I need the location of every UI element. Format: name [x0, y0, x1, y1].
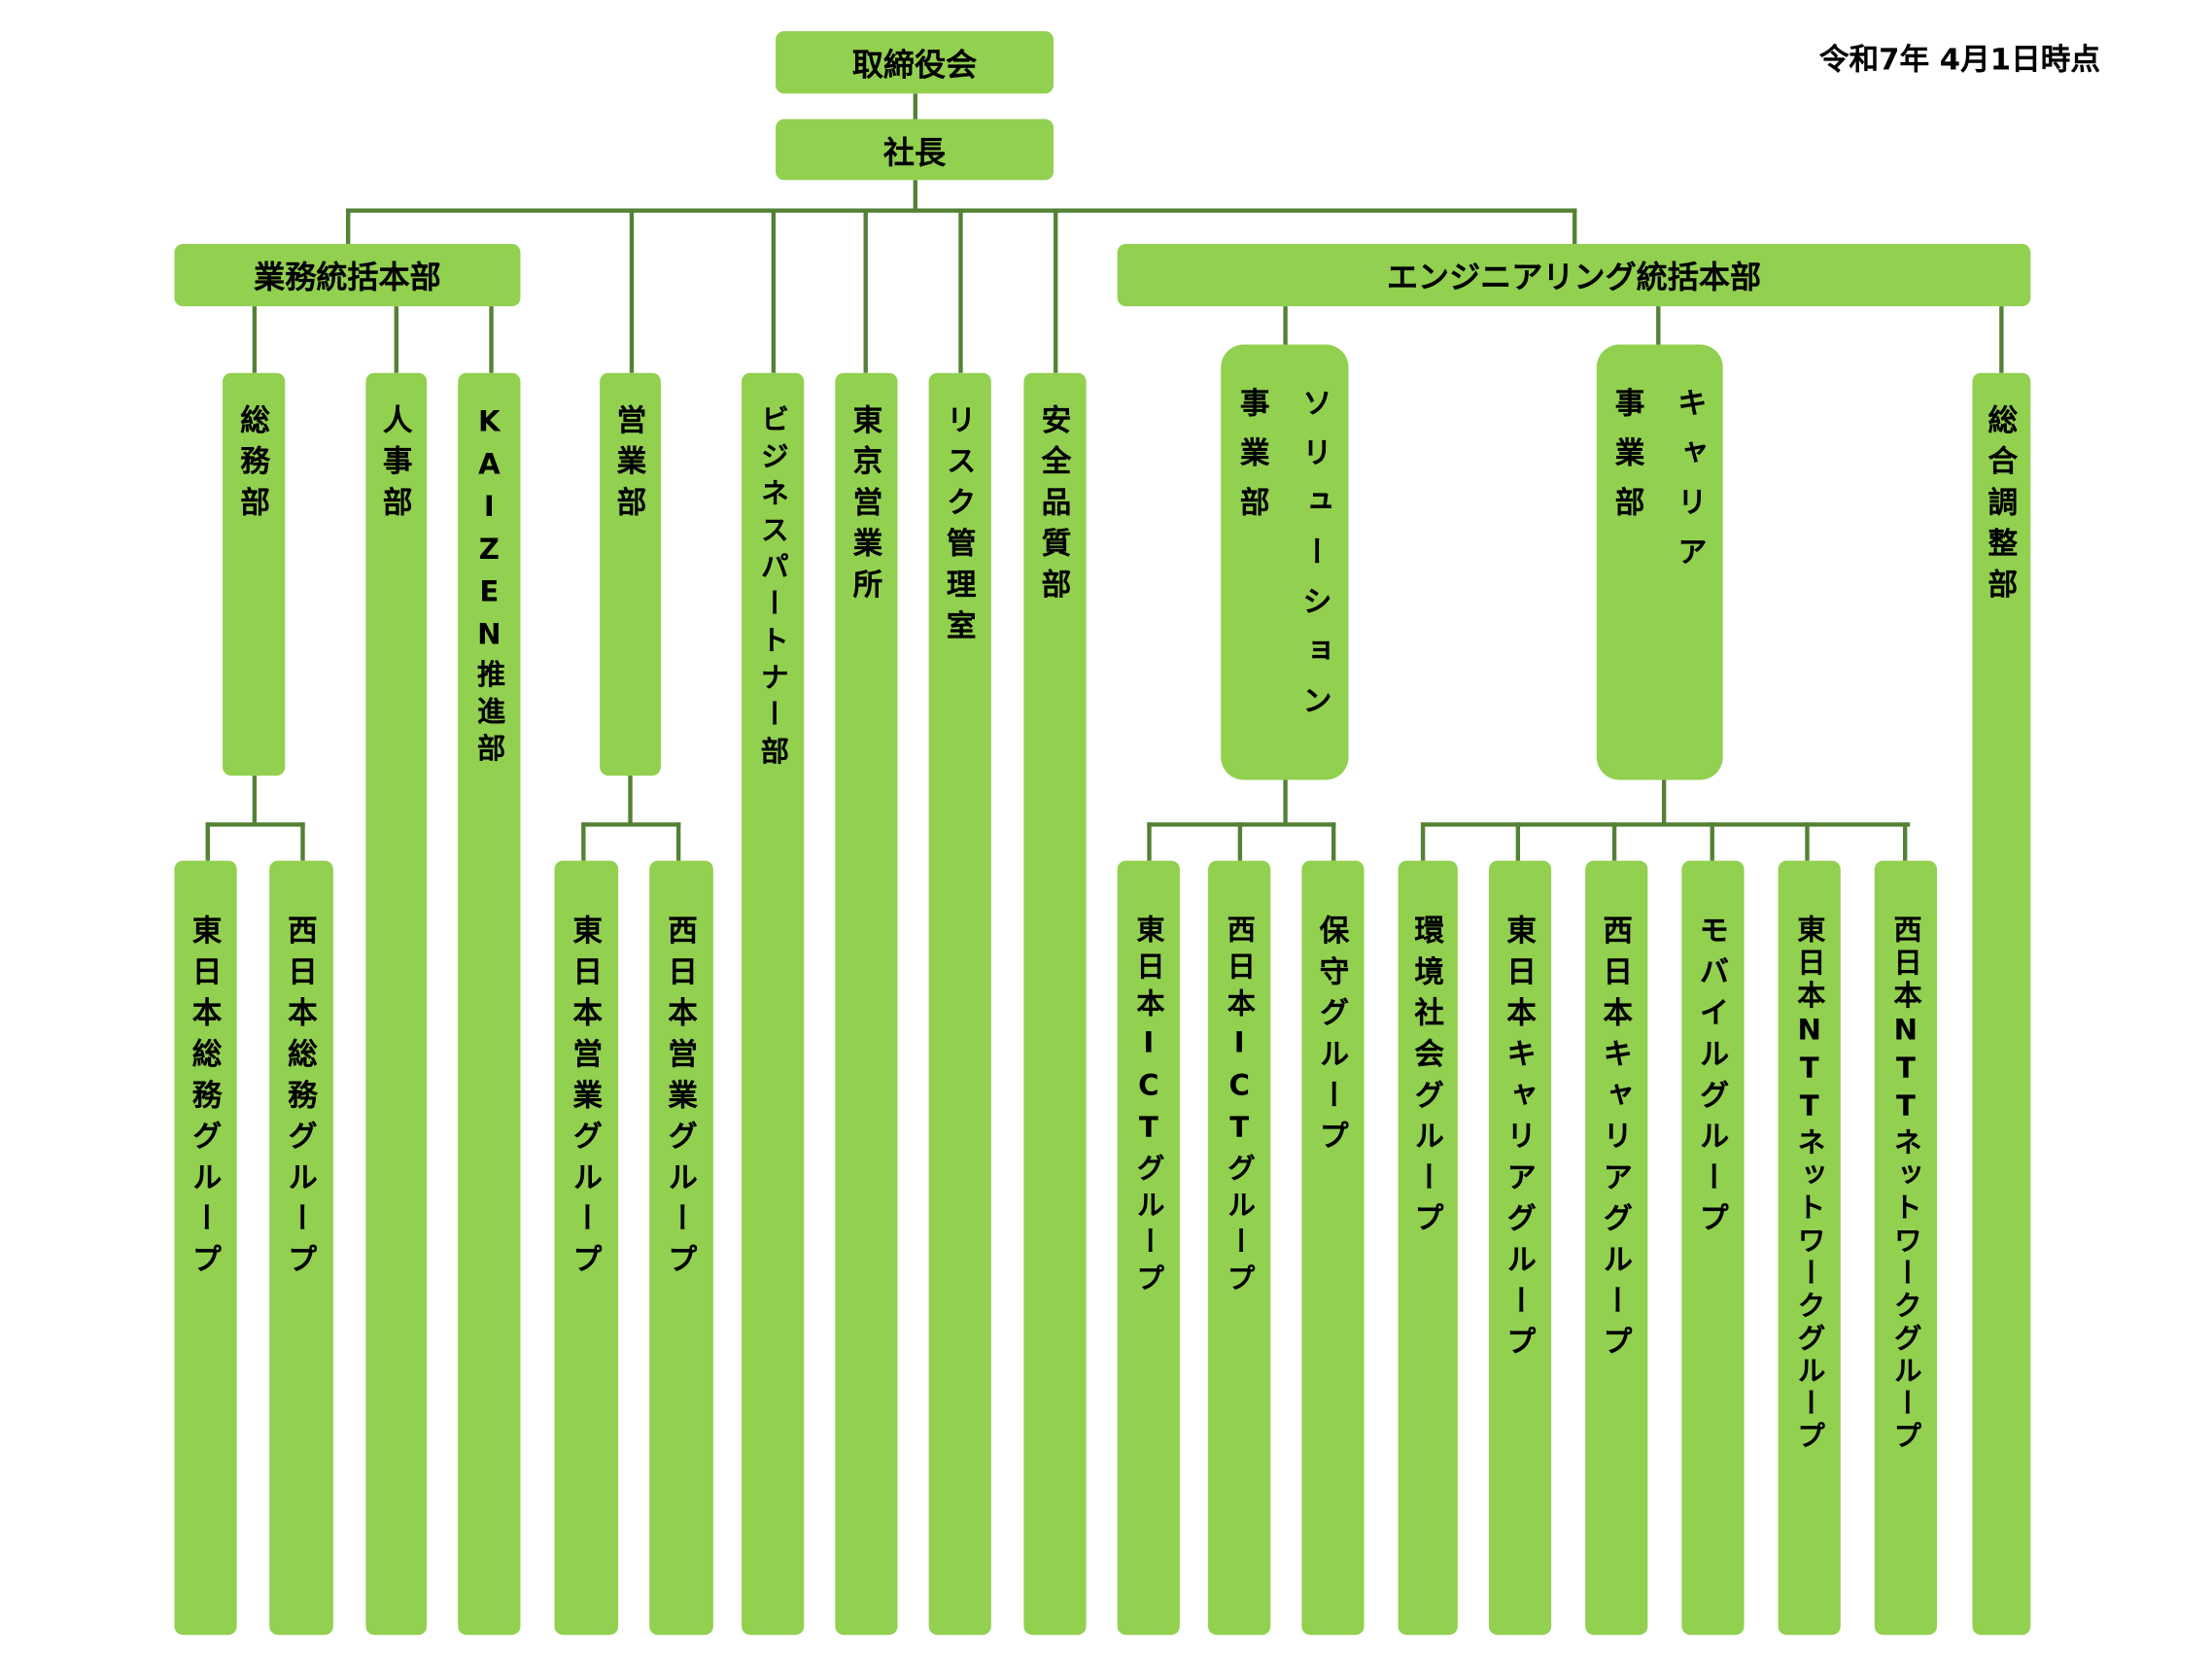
connector [1656, 306, 1661, 345]
connector [1054, 208, 1058, 373]
connector [1283, 306, 1288, 345]
connector [863, 208, 868, 373]
business-partner-dept: ビジネスパートナー部 [742, 372, 805, 1636]
connector [205, 822, 210, 861]
connector [1237, 822, 1243, 861]
group-box: 西日本キャリアグループ [1585, 860, 1648, 1636]
connector [252, 306, 258, 373]
connector [628, 776, 633, 826]
connector [1147, 822, 1152, 861]
group-box: 西日本ICTグループ [1208, 860, 1271, 1636]
connector [1611, 822, 1617, 861]
president-box: 社長 [776, 119, 1054, 181]
tokyo-office: 東京営業所 [835, 372, 898, 1636]
connector [581, 822, 586, 861]
connector [1805, 822, 1810, 861]
connector [489, 306, 494, 373]
group-box: モバイルグループ [1681, 860, 1745, 1636]
sales-dept: 営業部 [600, 372, 661, 777]
connector [675, 822, 681, 861]
risk-management-office: リスク管理室 [928, 372, 991, 1636]
kaizen-dept: KAIZEN推進部 [458, 372, 521, 1636]
career-division: キャリア 事業部 [1596, 344, 1723, 780]
group-box: 西日本総務グループ [269, 860, 333, 1636]
group-box: 環境社会グループ [1398, 860, 1458, 1636]
connector [1999, 306, 2004, 373]
engineering-hq-box: エンジニアリング統括本部 [1117, 243, 2031, 307]
group-box: 保守グループ [1301, 860, 1365, 1636]
connector [629, 208, 635, 373]
connector [1902, 822, 1908, 861]
group-box: 東日本NTTネットワークグループ [1778, 860, 1841, 1636]
connector [1331, 822, 1336, 861]
connector [913, 180, 917, 212]
group-box: 東日本キャリアグループ [1488, 860, 1552, 1636]
connector [252, 776, 258, 826]
connector [205, 822, 305, 827]
connector [1710, 822, 1714, 861]
group-box: 東日本営業グループ [554, 860, 619, 1636]
general-coordination-dept: 総合調整部 [1972, 372, 2031, 1636]
board-box: 取締役会 [776, 31, 1054, 94]
as-of-date: 令和7年 4月1日時点 [1818, 42, 2101, 77]
group-box: 東日本ICTグループ [1117, 860, 1180, 1636]
connector [771, 208, 777, 373]
connector [1420, 822, 1426, 861]
connector [1515, 822, 1521, 861]
safety-quality-dept: 安全品質部 [1023, 372, 1087, 1636]
connector [1283, 779, 1288, 826]
general-affairs-dept: 総務部 [223, 372, 286, 777]
hr-dept: 人事部 [365, 372, 428, 1636]
connector [300, 822, 305, 861]
connector [1420, 822, 1911, 827]
solution-division: ソリューション 事業部 [1221, 344, 1349, 780]
connector [1661, 779, 1667, 826]
connector [1573, 208, 1577, 244]
business-hq-box: 業務統括本部 [174, 243, 521, 307]
connector [581, 822, 681, 827]
connector [913, 93, 917, 120]
group-box: 西日本営業グループ [649, 860, 713, 1636]
connector [345, 208, 351, 244]
group-box: 西日本NTTネットワークグループ [1874, 860, 1937, 1636]
connector [958, 208, 963, 373]
connector [394, 306, 398, 373]
group-box: 東日本総務グループ [174, 860, 237, 1636]
